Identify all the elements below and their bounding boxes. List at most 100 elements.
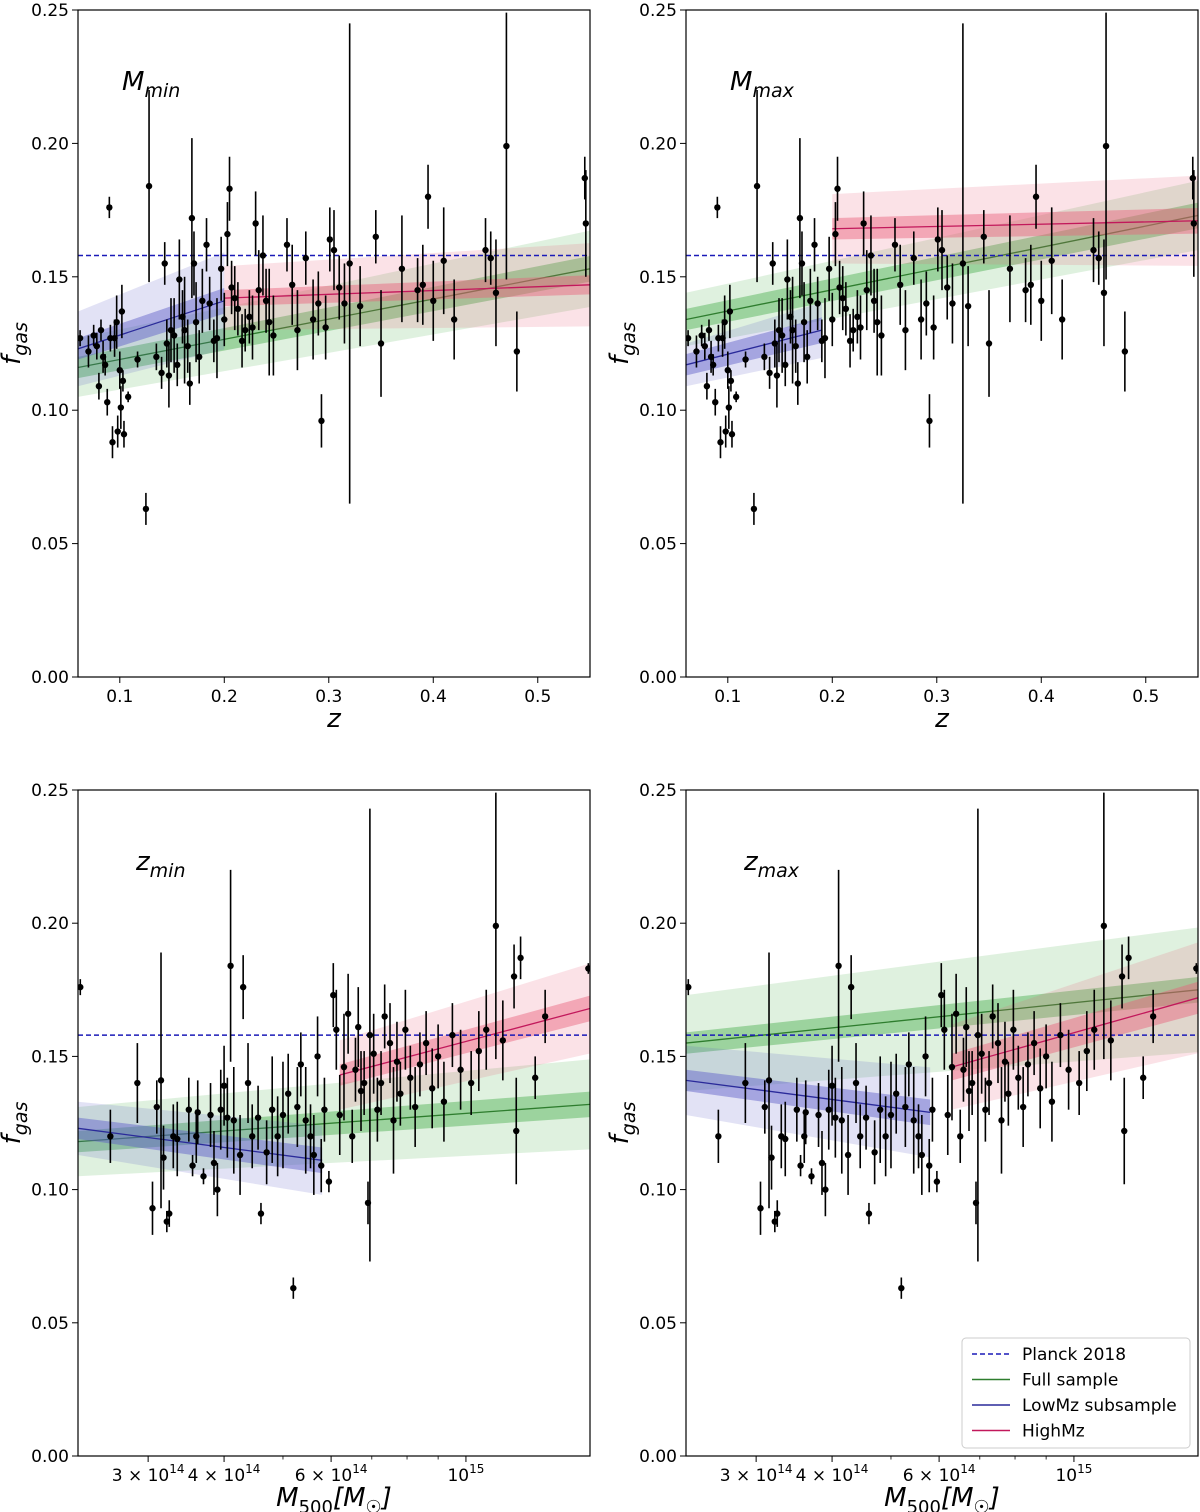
y-tick-label: 0.00 [639, 1447, 677, 1467]
panel-label-main: M [730, 67, 752, 97]
data-point [268, 1106, 276, 1113]
data-point [905, 1061, 913, 1068]
data-point [917, 316, 925, 323]
data-point [117, 404, 125, 411]
data-point [513, 1127, 520, 1135]
y-tick-label: 0.25 [639, 1, 677, 21]
data-point [236, 1151, 244, 1159]
data-point [800, 318, 808, 326]
panel-label-sub: max [758, 860, 800, 882]
data-point [773, 372, 781, 379]
data-point [982, 1106, 989, 1113]
data-point [510, 973, 518, 980]
data-point [910, 254, 917, 262]
panel-label-main: z [135, 847, 151, 877]
data-point [686, 334, 692, 342]
high-inner-band [224, 275, 590, 307]
data-point [249, 1133, 256, 1140]
data-point [93, 342, 101, 350]
data-point [941, 1026, 948, 1033]
x-tick-label: 3 × 1014 [112, 1462, 185, 1486]
data-point [798, 260, 806, 267]
data-point [321, 1106, 328, 1113]
data-point [832, 1114, 839, 1121]
data-point [356, 302, 364, 310]
data-point [828, 1082, 836, 1089]
data-point [944, 284, 951, 291]
x-tick-label: 3 × 1014 [720, 1462, 793, 1486]
data-point [90, 332, 97, 339]
data-point [450, 316, 458, 323]
data-point [349, 1133, 356, 1140]
plot-area-1 [686, 12, 1198, 525]
data-point [325, 1178, 333, 1185]
y-tick-label: 0.25 [639, 781, 677, 801]
data-point [330, 246, 338, 254]
x-axis-label-unit-sub: ☉ [974, 1497, 990, 1512]
x-axis-label-unit: [M [941, 1483, 974, 1512]
data-point [878, 332, 885, 339]
data-point [693, 348, 700, 355]
data-point [944, 1111, 951, 1119]
data-point [184, 342, 191, 350]
data-point [475, 1047, 483, 1055]
data-point [145, 182, 153, 190]
data-point [1121, 1127, 1128, 1135]
data-point [194, 1109, 201, 1116]
y-axis-label: fgas [605, 322, 640, 365]
data-point [865, 1210, 873, 1217]
data-point [1189, 174, 1196, 182]
data-point [106, 204, 113, 211]
data-point [217, 265, 225, 272]
data-point [270, 332, 277, 339]
data-point [214, 1186, 221, 1193]
y-tick-label: 0.05 [639, 1314, 677, 1334]
data-point [213, 334, 221, 342]
data-point [821, 334, 829, 342]
x-axis-label: z [326, 704, 342, 734]
data-point [366, 1031, 374, 1039]
data-point [124, 393, 132, 401]
data-point [482, 246, 489, 254]
data-point [897, 281, 904, 289]
data-point [698, 332, 705, 339]
data-point [449, 1031, 456, 1039]
legend-label-low: LowMz subsample [1022, 1396, 1177, 1416]
x-tick-base: 3 × 10 [720, 1466, 778, 1486]
data-point [960, 1066, 967, 1073]
data-point [186, 380, 194, 387]
y-tick-label: 0.25 [31, 781, 69, 801]
data-point [876, 1106, 884, 1113]
x-tick-exp: 14 [169, 1462, 184, 1476]
data-point [1019, 1103, 1027, 1111]
data-point [279, 1111, 287, 1119]
data-point [818, 1159, 826, 1167]
data-point [326, 236, 334, 243]
x-axis-label-close: ] [381, 1483, 392, 1512]
data-point [257, 1210, 265, 1217]
data-point [318, 1162, 325, 1169]
data-point [771, 1218, 779, 1225]
data-point [241, 326, 249, 334]
data-point [190, 260, 198, 267]
data-point [181, 326, 188, 334]
low-fit-line [686, 1079, 931, 1113]
x-tick-exp: 14 [245, 1462, 260, 1476]
data-point [119, 377, 127, 385]
panel-label-sub: min [144, 80, 180, 102]
data-point [414, 286, 421, 294]
data-point [142, 505, 150, 513]
data-point [989, 1013, 996, 1020]
full-inner-band [78, 1091, 590, 1153]
data-point [938, 991, 945, 999]
low-fit-line [686, 329, 822, 366]
high-fit-line [832, 220, 1198, 230]
data-point [728, 431, 736, 438]
y-tick-label: 0.00 [31, 1447, 69, 1467]
data-point [416, 1061, 424, 1068]
data-point [994, 1039, 1002, 1047]
data-point [846, 337, 854, 345]
data-point [882, 1133, 889, 1140]
x-tick-exp: 14 [960, 1462, 975, 1476]
x-axis-label-sub: 500 [907, 1497, 941, 1512]
